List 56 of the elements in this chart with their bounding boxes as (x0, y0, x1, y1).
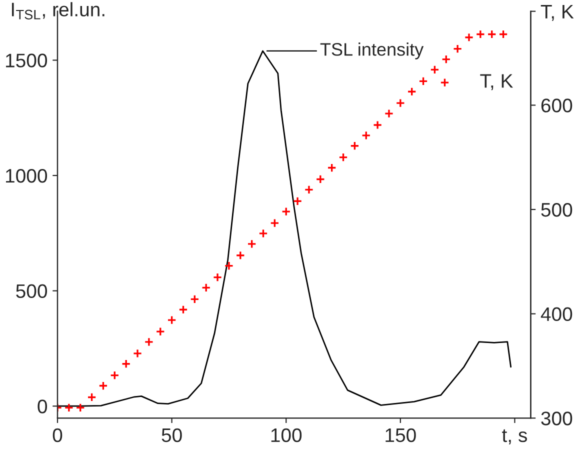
point (350, 141, 360, 150)
point (498, 30, 508, 39)
point (167, 315, 176, 325)
point (178, 304, 188, 314)
y2-tick-label: 400 (540, 307, 572, 322)
point (452, 44, 462, 54)
point (121, 359, 131, 368)
y2-tick-label: 600 (541, 98, 572, 112)
legend-label: T, K (480, 74, 514, 90)
point (292, 196, 302, 206)
point (258, 228, 268, 238)
point (338, 152, 348, 162)
point (407, 86, 416, 96)
x-tick-label: 100 (271, 428, 302, 442)
point (418, 76, 428, 86)
point (144, 337, 154, 347)
x-tick-label: 0 (52, 428, 62, 442)
y-tick-label: 0 (38, 400, 48, 414)
point (442, 54, 451, 64)
y-axis-title: I$_{TSL}$, rel.un. (12, 2, 104, 20)
point (396, 98, 406, 108)
point (361, 130, 371, 140)
point (190, 294, 200, 304)
y2-tick-label: 300 (541, 412, 572, 426)
point (270, 218, 280, 228)
point (304, 185, 314, 194)
point (384, 108, 394, 118)
x-tick-label: 150 (386, 428, 416, 442)
point (98, 381, 108, 390)
y-tick-label: 500 (16, 284, 48, 298)
point (316, 174, 326, 184)
point (212, 272, 222, 282)
point (236, 250, 246, 260)
point (156, 326, 166, 336)
x-tick-label: 50 (162, 428, 182, 442)
point (201, 283, 211, 292)
y-tick-label: 1000 (6, 168, 48, 183)
point (281, 206, 291, 216)
point (87, 392, 96, 402)
x-tick-label: t, s (502, 429, 527, 444)
point (487, 30, 496, 39)
legend-label: TSL intensity (320, 42, 424, 60)
point (372, 120, 382, 130)
point (64, 403, 74, 412)
y2-tick-label: 500 (541, 202, 572, 217)
y2-tick-label: T, K (540, 4, 574, 21)
point (76, 403, 85, 412)
point (430, 65, 440, 74)
y-tick-label: 1500 (6, 54, 48, 68)
point (247, 239, 256, 249)
point (224, 261, 234, 270)
point (132, 348, 142, 358)
point (464, 32, 474, 42)
point (327, 163, 336, 172)
point (476, 30, 486, 39)
point (110, 370, 120, 380)
